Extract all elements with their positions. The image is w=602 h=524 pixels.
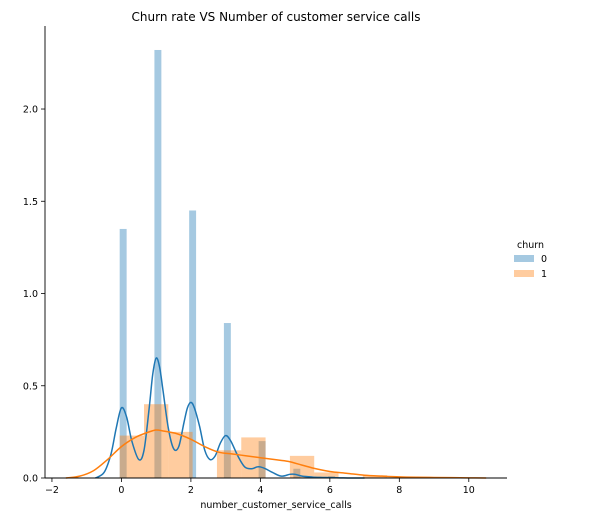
x-tick-label: 4 bbox=[257, 485, 263, 496]
legend-title: churn bbox=[517, 240, 544, 251]
x-tick-label: 6 bbox=[327, 485, 333, 496]
legend-label-1: 1 bbox=[541, 269, 547, 280]
legend-label-0: 0 bbox=[541, 254, 547, 265]
histogram-bar-series-1-6 bbox=[314, 472, 339, 478]
y-axis-ticks: 0.0 0.5 1.0 1.5 2.0 bbox=[23, 105, 45, 485]
kde-layer bbox=[65, 357, 487, 479]
histogram-bar-series-0-5 bbox=[293, 468, 301, 478]
y-tick-label: 1.5 bbox=[23, 197, 38, 208]
histogram-bar-series-0-2 bbox=[189, 210, 197, 478]
histogram-layer bbox=[119, 49, 436, 478]
x-axis-ticks: −2 0 2 4 6 8 10 bbox=[45, 478, 475, 496]
legend-swatch-1 bbox=[514, 270, 534, 277]
histogram-bar-series-0-1 bbox=[154, 49, 162, 478]
x-tick-label: 2 bbox=[188, 485, 194, 496]
histogram-bar-series-0-4 bbox=[258, 441, 266, 478]
chart-title: Churn rate VS Number of customer service… bbox=[132, 10, 421, 24]
legend-swatch-0 bbox=[514, 255, 534, 262]
kde-line-series-0 bbox=[94, 357, 365, 479]
plot-area: −2 0 2 4 6 8 10 0.0 0.5 1.0 1.5 2.0 bbox=[23, 26, 507, 496]
histogram-bar-series-1-5 bbox=[289, 455, 315, 478]
y-tick-label: 0.5 bbox=[23, 381, 38, 392]
x-tick-label: 8 bbox=[396, 485, 402, 496]
histogram-bar-series-0-0 bbox=[119, 228, 127, 478]
legend: churn 0 1 bbox=[514, 240, 547, 280]
x-tick-label: 10 bbox=[463, 485, 475, 496]
y-tick-label: 2.0 bbox=[23, 105, 38, 116]
x-tick-label: −2 bbox=[45, 485, 59, 496]
histogram-bar-series-0-3 bbox=[223, 323, 231, 478]
y-tick-label: 0.0 bbox=[23, 474, 38, 485]
x-axis-label: number_customer_service_calls bbox=[200, 500, 351, 511]
y-tick-label: 1.0 bbox=[23, 289, 38, 300]
histogram-bar-series-1-7 bbox=[362, 475, 388, 478]
kde-line-series-1 bbox=[65, 429, 487, 479]
x-tick-label: 0 bbox=[118, 485, 124, 496]
